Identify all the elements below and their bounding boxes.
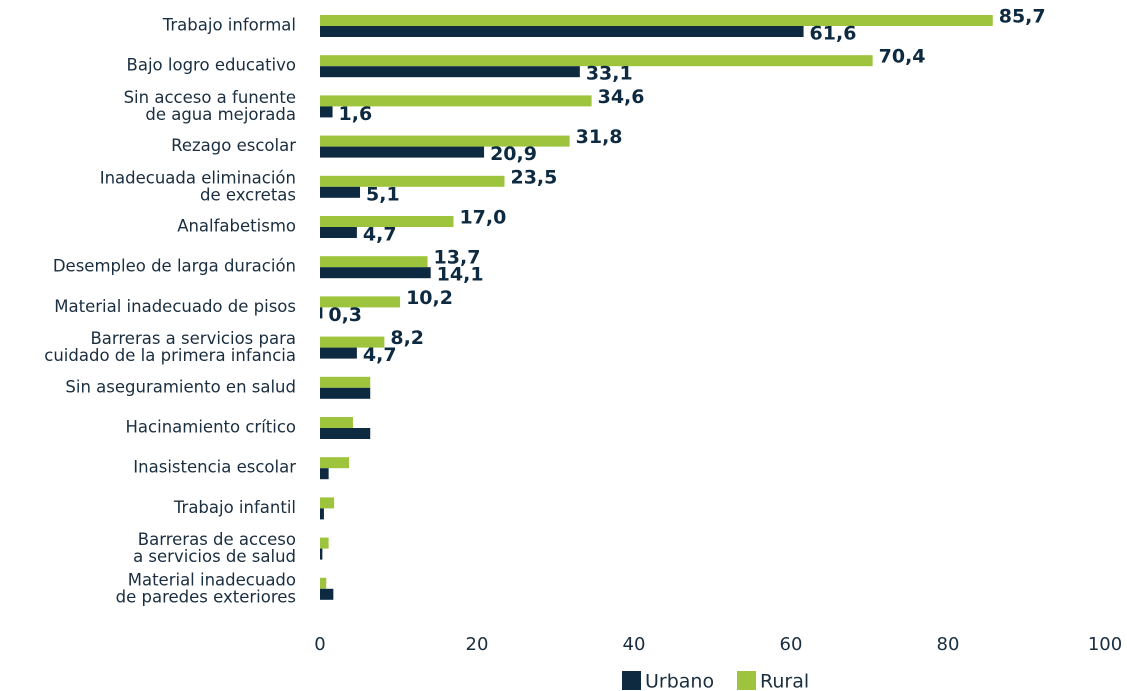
y-tick-label: Desempleo de larga duración xyxy=(53,257,296,276)
value-label: 1,6 xyxy=(339,103,373,125)
value-label: 17,0 xyxy=(459,207,506,229)
value-label: 85,7 xyxy=(999,6,1046,28)
value-label: 23,5 xyxy=(510,166,557,188)
bar xyxy=(320,256,428,268)
bar xyxy=(320,227,357,238)
bar xyxy=(320,267,431,279)
value-label: 5,1 xyxy=(366,183,400,205)
bar xyxy=(320,417,353,428)
bar xyxy=(320,55,873,67)
value-label: 8,2 xyxy=(390,327,424,349)
y-tick-label: Inasistencia escolar xyxy=(133,458,296,477)
bar xyxy=(320,497,335,509)
bar xyxy=(320,175,505,187)
bar xyxy=(320,106,333,118)
bar xyxy=(320,537,329,549)
bar xyxy=(320,588,334,600)
value-label: 4,7 xyxy=(363,344,397,366)
x-tick-label: 80 xyxy=(937,634,960,655)
value-label: 13,7 xyxy=(434,247,481,269)
y-tick-label: Hacinamiento crítico xyxy=(126,418,296,437)
x-tick-label: 40 xyxy=(623,634,646,655)
y-tick-label: Bajo logro educativo xyxy=(127,56,296,75)
value-label: 34,6 xyxy=(598,86,645,108)
y-tick-label: Sin aseguramiento en salud xyxy=(65,377,296,396)
bar xyxy=(320,387,371,399)
value-label: 31,8 xyxy=(576,126,623,148)
value-label: 20,9 xyxy=(490,143,537,165)
value-label: 10,2 xyxy=(406,287,453,309)
legend-label: Rural xyxy=(760,671,809,691)
value-label: 4,7 xyxy=(363,224,397,246)
bar xyxy=(320,296,401,308)
x-tick-label: 20 xyxy=(466,634,489,655)
bar xyxy=(320,307,323,319)
y-tick-label: Material inadecuado de paredes exteriores xyxy=(116,570,296,606)
bar xyxy=(320,15,993,26)
legend-swatch xyxy=(622,671,641,690)
bar xyxy=(320,376,371,388)
y-tick-label: Trabajo informal xyxy=(162,16,296,35)
bar xyxy=(320,135,570,147)
bar xyxy=(320,548,323,560)
value-label: 0,3 xyxy=(328,304,362,326)
y-tick-label: Trabajo infantil xyxy=(173,498,296,517)
y-tick-label: Barreras a servicios para cuidado de la p… xyxy=(44,329,296,365)
legend-swatch xyxy=(737,671,756,690)
y-tick-label: Sin acceso a funente de agua mejorada xyxy=(124,87,296,123)
y-tick-label: Barreras de acceso a servicios de salud xyxy=(133,530,296,566)
legend-label: Urbano xyxy=(645,671,714,691)
x-tick-label: 100 xyxy=(1088,634,1122,655)
bar xyxy=(320,66,580,78)
bar xyxy=(320,457,350,469)
x-tick-label: 0 xyxy=(314,634,325,655)
bar xyxy=(320,95,592,107)
value-label: 70,4 xyxy=(879,46,926,68)
value-label: 33,1 xyxy=(586,63,633,85)
bar xyxy=(320,508,324,520)
value-label: 61,6 xyxy=(810,23,857,45)
y-tick-label: Rezago escolar xyxy=(171,136,296,155)
bar xyxy=(320,347,357,359)
bar xyxy=(320,577,327,589)
bar xyxy=(320,336,385,348)
bar xyxy=(320,146,485,158)
y-tick-label: Analfabetismo xyxy=(177,217,296,236)
bar xyxy=(320,468,329,480)
bar xyxy=(320,26,804,37)
bar xyxy=(320,186,361,198)
x-tick-label: 60 xyxy=(780,634,803,655)
y-tick-label: Material inadecuado de pisos xyxy=(54,297,296,316)
bar xyxy=(320,428,371,439)
value-label: 14,1 xyxy=(437,264,484,286)
bar xyxy=(320,216,454,227)
y-tick-label: Inadecuada eliminación de excretas xyxy=(100,168,296,204)
